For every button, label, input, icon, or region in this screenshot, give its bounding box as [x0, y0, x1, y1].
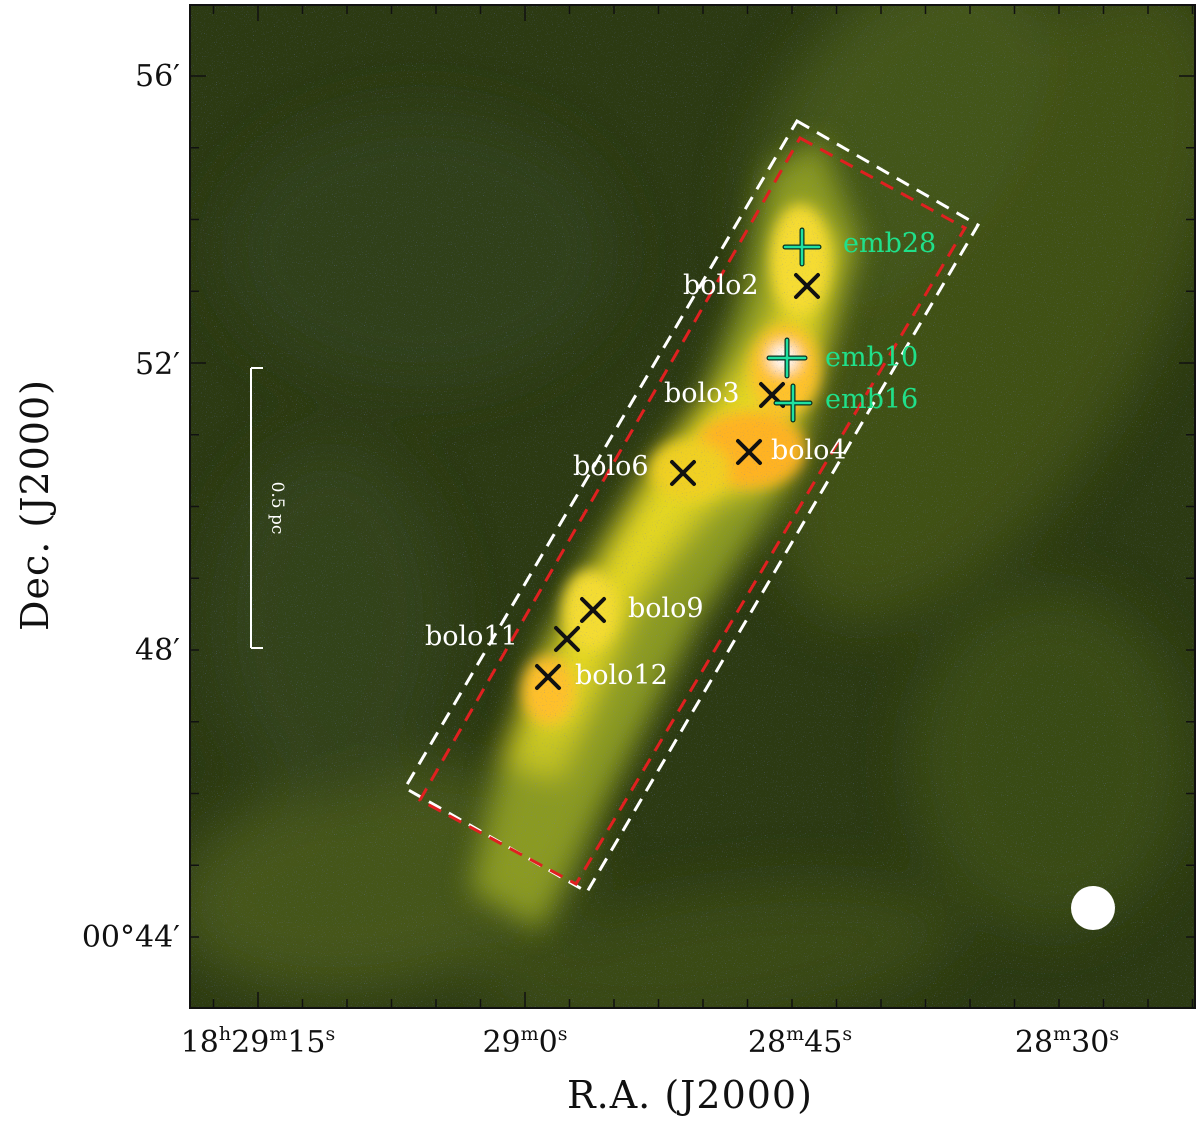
source-markers: emb28 bolo2 emb10 bolo3 — [425, 227, 936, 691]
bolo2-marker — [794, 273, 820, 299]
y-tick-label-52: 52′ — [135, 347, 180, 382]
emb10-label: emb10 — [825, 342, 918, 373]
noise-texture — [190, 5, 1195, 1008]
emb10-marker — [766, 337, 808, 379]
y-tick-labels: 56′ 52′ 48′ 00°44′ — [82, 59, 180, 955]
bolo12-marker — [535, 664, 561, 690]
bolo3-label: bolo3 — [664, 378, 740, 409]
scale-bar — [250, 367, 263, 649]
bolo6-label: bolo6 — [573, 451, 649, 482]
tick-marks — [190, 5, 1195, 1008]
bolo11-label: bolo11 — [425, 621, 518, 652]
y-axis-title: Dec. (J2000) — [13, 379, 57, 631]
x-tick-label-28m45s: 28m45s — [748, 1023, 852, 1060]
y-tick-label-56: 56′ — [135, 59, 180, 94]
bolo11-marker — [554, 626, 580, 652]
bolo9-label: bolo9 — [628, 593, 704, 624]
y-tick-label-44: 00°44′ — [82, 920, 180, 955]
emb16-marker — [773, 383, 813, 423]
x-tick-label-28m30s: 28m30s — [1015, 1023, 1119, 1060]
bolo2-label: bolo2 — [683, 270, 759, 301]
y-tick-label-48: 48′ — [135, 633, 180, 668]
beam-marker — [1071, 886, 1115, 930]
inner-region-box — [417, 135, 968, 887]
x-tick-label-29m0s: 29m0s — [482, 1023, 567, 1060]
outer-region-box — [402, 118, 981, 895]
x-tick-labels: 18h29m15s 29m0s 28m45s 28m30s — [181, 1023, 1119, 1060]
emb28-label: emb28 — [843, 228, 936, 259]
bolo9-marker — [580, 597, 606, 623]
scale-bar-label: 0.5 pc — [267, 482, 287, 535]
x-axis-title: R.A. (J2000) — [567, 1073, 813, 1117]
image-panel: 0.5 pc emb28 bolo2 — [190, 5, 1195, 1008]
emb28-marker — [782, 227, 822, 267]
x-tick-label-29m15s: 18h29m15s — [181, 1023, 336, 1060]
bolo12-label: bolo12 — [575, 660, 668, 691]
bolo4-marker — [736, 439, 762, 465]
bolo4-label: bolo4 — [771, 435, 847, 466]
emb16-label: emb16 — [825, 384, 918, 415]
bolo6-marker — [670, 460, 696, 486]
